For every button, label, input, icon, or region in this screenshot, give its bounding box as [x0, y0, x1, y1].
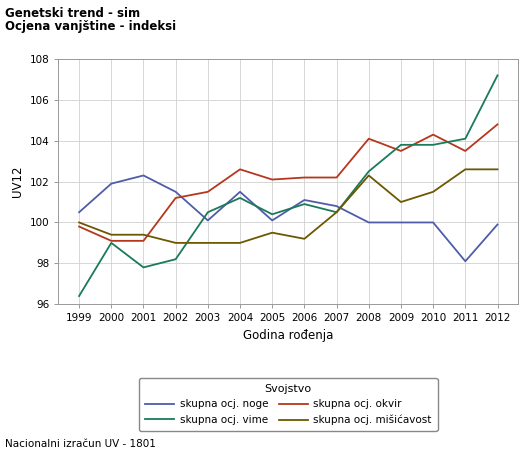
- skupna ocj. mišićavost: [430, 189, 436, 195]
- skupna ocj. vime: [140, 265, 147, 270]
- skupna ocj. okvir: [301, 175, 307, 180]
- skupna ocj. mišićavost: [398, 199, 404, 205]
- Line: skupna ocj. noge: skupna ocj. noge: [79, 176, 497, 262]
- skupna ocj. mišićavost: [108, 232, 114, 237]
- Line: skupna ocj. mišićavost: skupna ocj. mišićavost: [79, 169, 497, 243]
- Text: Nacionalni izračun UV - 1801: Nacionalni izračun UV - 1801: [5, 439, 156, 449]
- skupna ocj. vime: [269, 212, 276, 217]
- skupna ocj. noge: [366, 220, 372, 225]
- skupna ocj. mišićavost: [494, 167, 500, 172]
- skupna ocj. noge: [333, 203, 340, 209]
- skupna ocj. okvir: [140, 238, 147, 244]
- Text: Genetski trend - sim: Genetski trend - sim: [5, 7, 140, 20]
- skupna ocj. noge: [237, 189, 243, 195]
- skupna ocj. noge: [172, 189, 179, 195]
- skupna ocj. vime: [108, 240, 114, 246]
- skupna ocj. noge: [301, 197, 307, 203]
- skupna ocj. okvir: [366, 136, 372, 142]
- skupna ocj. okvir: [494, 122, 500, 127]
- skupna ocj. vime: [172, 257, 179, 262]
- skupna ocj. noge: [494, 222, 500, 227]
- skupna ocj. okvir: [462, 148, 469, 154]
- skupna ocj. mišićavost: [76, 220, 83, 225]
- skupna ocj. noge: [108, 181, 114, 187]
- skupna ocj. noge: [205, 218, 211, 223]
- skupna ocj. okvir: [205, 189, 211, 195]
- skupna ocj. vime: [430, 142, 436, 148]
- skupna ocj. mišićavost: [366, 173, 372, 178]
- skupna ocj. noge: [76, 210, 83, 215]
- Line: skupna ocj. okvir: skupna ocj. okvir: [79, 124, 497, 241]
- skupna ocj. vime: [333, 210, 340, 215]
- skupna ocj. mišićavost: [333, 210, 340, 215]
- skupna ocj. noge: [462, 259, 469, 264]
- Y-axis label: UV12: UV12: [11, 166, 24, 197]
- skupna ocj. noge: [430, 220, 436, 225]
- skupna ocj. noge: [398, 220, 404, 225]
- skupna ocj. vime: [237, 195, 243, 201]
- skupna ocj. okvir: [172, 195, 179, 201]
- skupna ocj. vime: [205, 210, 211, 215]
- skupna ocj. okvir: [430, 132, 436, 138]
- skupna ocj. noge: [269, 218, 276, 223]
- Text: Ocjena vanjštine - indeksi: Ocjena vanjštine - indeksi: [5, 20, 176, 34]
- skupna ocj. mišićavost: [237, 240, 243, 246]
- skupna ocj. okvir: [76, 224, 83, 229]
- skupna ocj. mišićavost: [269, 230, 276, 236]
- skupna ocj. okvir: [269, 177, 276, 183]
- skupna ocj. mišićavost: [172, 240, 179, 246]
- skupna ocj. noge: [140, 173, 147, 178]
- skupna ocj. vime: [76, 293, 83, 299]
- skupna ocj. okvir: [108, 238, 114, 244]
- skupna ocj. okvir: [333, 175, 340, 180]
- skupna ocj. okvir: [237, 167, 243, 172]
- skupna ocj. mišićavost: [140, 232, 147, 237]
- skupna ocj. vime: [366, 169, 372, 174]
- skupna ocj. vime: [462, 136, 469, 142]
- skupna ocj. vime: [301, 202, 307, 207]
- X-axis label: Godina rođenja: Godina rođenja: [243, 329, 333, 342]
- Line: skupna ocj. vime: skupna ocj. vime: [79, 75, 497, 296]
- Legend: skupna ocj. noge, skupna ocj. vime, skupna ocj. okvir, skupna ocj. mišićavost: skupna ocj. noge, skupna ocj. vime, skup…: [139, 378, 437, 431]
- skupna ocj. mišićavost: [301, 236, 307, 242]
- skupna ocj. mišićavost: [462, 167, 469, 172]
- skupna ocj. vime: [494, 73, 500, 78]
- skupna ocj. okvir: [398, 148, 404, 154]
- skupna ocj. mišićavost: [205, 240, 211, 246]
- skupna ocj. vime: [398, 142, 404, 148]
